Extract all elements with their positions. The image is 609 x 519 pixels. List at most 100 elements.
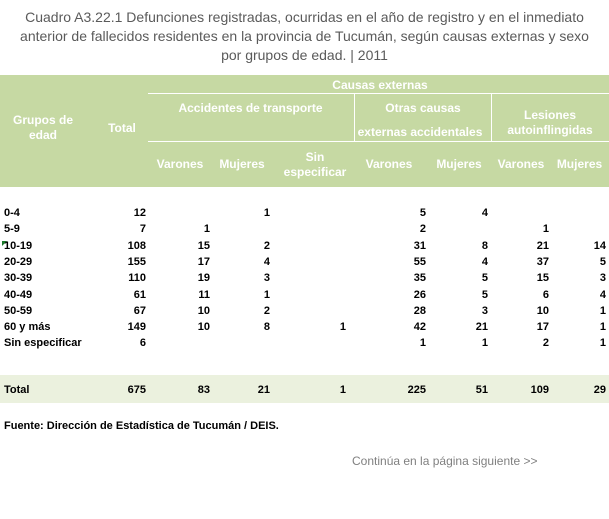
table-cell: 67 bbox=[133, 305, 146, 317]
row-label: 30-39 bbox=[4, 272, 33, 284]
table-cell: 37 bbox=[536, 256, 549, 268]
total-cell: 1 bbox=[339, 384, 346, 396]
table-cell: 26 bbox=[413, 289, 426, 301]
table-cell: 1 bbox=[481, 337, 488, 349]
table-cell: 5 bbox=[481, 289, 488, 301]
header-lesiones: Lesiones autoinflingidas bbox=[507, 108, 593, 137]
table-cell: 1 bbox=[203, 223, 210, 235]
table-cell: 10 bbox=[197, 305, 210, 317]
header-varones: Varones bbox=[156, 157, 204, 171]
total-cell: 51 bbox=[475, 384, 488, 396]
header-divider bbox=[491, 94, 492, 141]
table-cell: 6 bbox=[542, 289, 549, 301]
table-cell: 7 bbox=[139, 223, 146, 235]
table-cell: 155 bbox=[127, 256, 146, 268]
header-divider bbox=[354, 94, 355, 141]
table-cell: 17 bbox=[536, 321, 549, 333]
table-cell: 31 bbox=[413, 240, 426, 252]
row-label: 60 y más bbox=[4, 321, 51, 333]
table-cell: 1 bbox=[599, 337, 606, 349]
table-cell: 2 bbox=[542, 337, 549, 349]
total-cell: 83 bbox=[197, 384, 210, 396]
row-label: 40-49 bbox=[4, 289, 33, 301]
header-divider bbox=[148, 93, 609, 94]
table-cell: 14 bbox=[593, 240, 606, 252]
total-cell: 29 bbox=[593, 384, 606, 396]
table-cell: 5 bbox=[481, 272, 488, 284]
header-varones: Varones bbox=[365, 157, 413, 171]
table-cell: 3 bbox=[481, 305, 488, 317]
table-cell: 4 bbox=[599, 289, 606, 301]
table-cell: 1 bbox=[339, 321, 346, 333]
header-mujeres: Mujeres bbox=[436, 157, 482, 171]
header-divider bbox=[148, 141, 609, 142]
row-label: 50-59 bbox=[4, 305, 33, 317]
header-accidentes-de-transporte: Accidentes de transporte bbox=[178, 101, 323, 115]
title-line: anterior de fallecidos residentes en la … bbox=[20, 28, 589, 44]
table-cell: 2 bbox=[419, 223, 426, 235]
header-causas-externas: Causas externas bbox=[332, 78, 428, 92]
table-cell: 1 bbox=[263, 289, 270, 301]
table-cell: 28 bbox=[413, 305, 426, 317]
table-cell: 1 bbox=[263, 207, 270, 219]
table-cell: 6 bbox=[139, 337, 146, 349]
header-otras-causas: Otras causas bbox=[385, 101, 461, 115]
table-cell: 3 bbox=[263, 272, 270, 284]
table-cell: 1 bbox=[419, 337, 426, 349]
row-label: 20-29 bbox=[4, 256, 33, 268]
table-cell: 17 bbox=[197, 256, 210, 268]
table-cell: 42 bbox=[413, 321, 426, 333]
header-mujeres: Mujeres bbox=[219, 157, 265, 171]
table-cell: 3 bbox=[599, 272, 606, 284]
table-cell: 15 bbox=[197, 240, 210, 252]
table-cell: 1 bbox=[599, 321, 606, 333]
table-cell: 4 bbox=[481, 207, 488, 219]
table-cell: 149 bbox=[127, 321, 146, 333]
table-cell: 5 bbox=[419, 207, 426, 219]
table-header: Grupos de edad Total Causas externas Acc… bbox=[0, 75, 609, 187]
total-cell: 675 bbox=[127, 384, 146, 396]
header-mujeres: Mujeres bbox=[556, 157, 603, 171]
table-cell: 35 bbox=[413, 272, 426, 284]
table-cell: 19 bbox=[197, 272, 210, 284]
cell-marker-icon bbox=[2, 241, 7, 246]
header-total: Total bbox=[108, 121, 136, 135]
title-line: Cuadro A3.22.1 Defunciones registradas, … bbox=[25, 9, 584, 25]
table-cell: 15 bbox=[536, 272, 549, 284]
source-note: Fuente: Dirección de Estadística de Tucu… bbox=[4, 420, 279, 432]
row-label: Sin especificar bbox=[4, 337, 82, 349]
total-cell: 225 bbox=[407, 384, 426, 396]
table-cell: 10 bbox=[536, 305, 549, 317]
row-label: 0-4 bbox=[4, 207, 20, 219]
total-cell: 109 bbox=[530, 384, 549, 396]
table-cell: 12 bbox=[133, 207, 146, 219]
table-cell: 10 bbox=[197, 321, 210, 333]
table-cell: 5 bbox=[599, 256, 606, 268]
title-line: por grupos de edad. | 2011 bbox=[221, 47, 388, 63]
table-cell: 8 bbox=[481, 240, 488, 252]
total-row bbox=[0, 375, 609, 403]
table-cell: 21 bbox=[475, 321, 488, 333]
table-cell: 110 bbox=[128, 272, 146, 284]
table-cell: 21 bbox=[536, 240, 549, 252]
table-cell: 4 bbox=[263, 256, 270, 268]
row-label: 10-19 bbox=[4, 240, 33, 252]
header-varones: Varones bbox=[497, 157, 545, 171]
table-cell: 2 bbox=[263, 240, 270, 252]
table-cell: 1 bbox=[599, 305, 606, 317]
table-cell: 4 bbox=[481, 256, 488, 268]
header-grupos-de-edad: Grupos de edad bbox=[12, 113, 73, 142]
table-cell: 8 bbox=[263, 321, 270, 333]
header-sin-especificar: Sin especificar bbox=[283, 150, 347, 179]
table-cell: 1 bbox=[542, 223, 549, 235]
table-title: Cuadro A3.22.1 Defunciones registradas, … bbox=[0, 8, 609, 65]
header-otras-causas: externas accidentales bbox=[357, 125, 483, 139]
total-label: Total bbox=[4, 384, 30, 396]
table-cell: 55 bbox=[413, 256, 426, 268]
row-label: 5-9 bbox=[4, 223, 20, 235]
total-cell: 21 bbox=[257, 384, 270, 396]
table-cell: 2 bbox=[263, 305, 270, 317]
table-cell: 61 bbox=[133, 289, 146, 301]
continue-link[interactable]: Continúa en la página siguiente >> bbox=[352, 454, 538, 468]
table-cell: 108 bbox=[127, 240, 146, 252]
